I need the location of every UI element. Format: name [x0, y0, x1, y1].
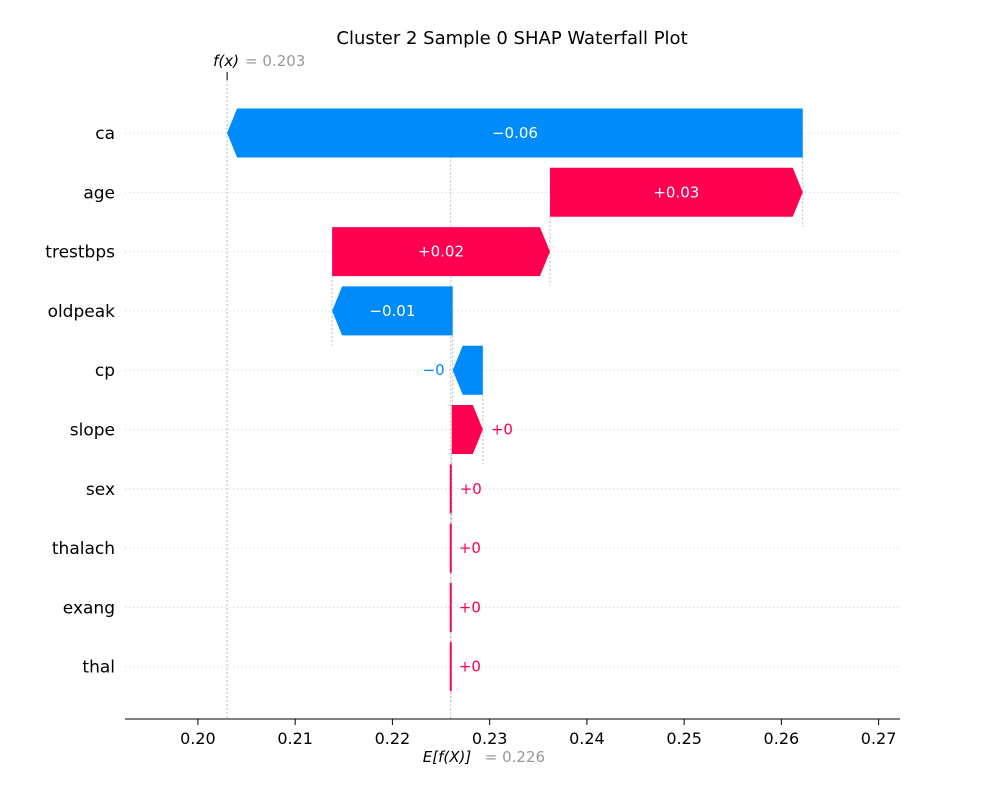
output-value-label: = 0.203 [245, 52, 305, 70]
x-axis: 0.20 0.21 0.22 0.23 0.24 0.25 0.26 0.27 f(x) = 0.… [125, 52, 900, 766]
waterfall-bar [449, 642, 452, 692]
bar-value-label: +0 [459, 539, 481, 557]
waterfall-bar [449, 582, 452, 632]
bar-value-label: +0 [459, 658, 481, 676]
bar-value-label: +0.02 [418, 243, 464, 261]
base-value-label: = 0.226 [485, 748, 545, 766]
feature-label: thalach [52, 539, 115, 559]
x-tick-label: 0.23 [472, 729, 508, 748]
waterfall-bar [227, 108, 803, 158]
feature-label: cp [95, 361, 115, 381]
waterfall-bar [452, 345, 483, 395]
bar-value-label: −0 [423, 361, 445, 379]
base-value-key: E[f(X)] [423, 748, 472, 766]
x-tick-label: 0.21 [277, 729, 313, 748]
labels-layer: ca −0.06 age +0.03 trestbps +0.02 oldpeak −0.01… [45, 124, 699, 678]
bar-value-label: +0 [491, 421, 513, 439]
feature-label: slope [70, 421, 115, 441]
bar-value-label: −0.06 [492, 124, 538, 142]
x-tick-label: 0.24 [569, 729, 605, 748]
waterfall-bar [332, 286, 453, 336]
output-value-key: f(x) [213, 52, 239, 70]
bar-value-label: −0.01 [369, 302, 415, 320]
x-tick-label: 0.27 [861, 729, 897, 748]
bar-value-label: +0 [459, 598, 481, 616]
feature-label: age [83, 183, 115, 203]
x-tick-label: 0.20 [180, 729, 216, 748]
bar-value-label: +0.03 [653, 183, 699, 201]
feature-label: exang [63, 598, 115, 618]
x-tick-label: 0.26 [764, 729, 800, 748]
waterfall-bar [451, 405, 483, 454]
waterfall-bar [449, 464, 452, 514]
chart-title: Cluster 2 Sample 0 SHAP Waterfall Plot [336, 28, 687, 49]
feature-label: sex [86, 480, 115, 500]
bars-layer [227, 108, 803, 692]
x-tick-label: 0.25 [666, 729, 702, 748]
feature-label: ca [95, 124, 115, 144]
waterfall-bar [332, 227, 550, 277]
bar-value-label: +0 [460, 480, 482, 498]
waterfall-bar [449, 523, 452, 573]
feature-label: thal [82, 658, 115, 678]
waterfall-bar [549, 167, 803, 217]
feature-label: trestbps [45, 243, 115, 263]
feature-label: oldpeak [48, 302, 116, 322]
x-tick-label: 0.22 [375, 729, 411, 748]
